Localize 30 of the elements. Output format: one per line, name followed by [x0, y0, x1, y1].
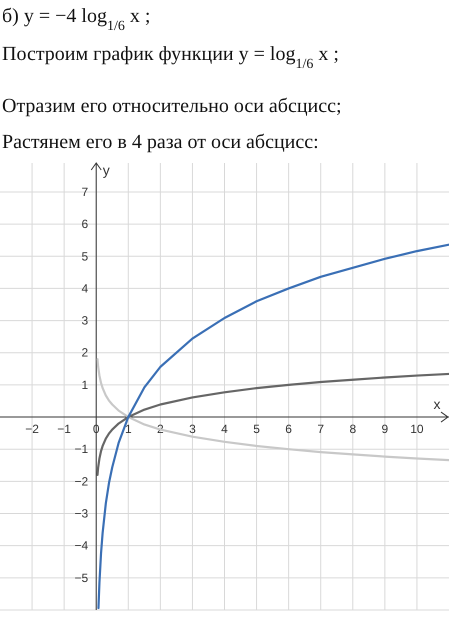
- text: Растянем его в 4 раза от оси абсцисс:: [2, 131, 319, 153]
- x-tick-label: −2: [25, 422, 40, 436]
- y-tick-label: 3: [82, 314, 89, 328]
- text: Построим график функции y = log$_{1/6}$ x ;: [2, 43, 339, 72]
- x-tick-label: 7: [317, 422, 324, 436]
- y-tick-label: −3: [74, 506, 89, 521]
- x-tick-label: 4: [221, 422, 228, 436]
- x-tick-label: 8: [349, 422, 356, 436]
- chart-title: б) y = −4 log$_{1/6}$ x ;: [2, 5, 150, 34]
- x-axis-title: x: [434, 396, 440, 412]
- y-tick-label: 5: [82, 249, 89, 264]
- line-series: [97, 244, 449, 610]
- x-tick-label: 6: [285, 422, 292, 436]
- x-tick-label: −1: [57, 422, 72, 436]
- y-tick-label: −5: [74, 570, 89, 585]
- y-tick-label: −2: [74, 474, 89, 488]
- x-tick-label: 1: [124, 422, 132, 436]
- text: Отразим его относительно оси абсцисс;: [2, 95, 342, 117]
- y-tick-label: −1: [74, 442, 89, 456]
- y-tick-label: 1: [82, 378, 89, 392]
- y-tick-label: 6: [82, 217, 89, 232]
- y-axis-title: y: [102, 162, 110, 178]
- x-tick-label: 9: [382, 422, 389, 436]
- y-tick-label: −4: [74, 538, 89, 553]
- y-tick-label: 7: [82, 184, 89, 199]
- x-tick-label: 10: [410, 422, 424, 436]
- y-tick-label: 2: [82, 346, 89, 360]
- x-tick-label: 3: [189, 422, 196, 436]
- y-tick-label: 4: [82, 281, 89, 296]
- x-tick-label: 5: [253, 422, 260, 436]
